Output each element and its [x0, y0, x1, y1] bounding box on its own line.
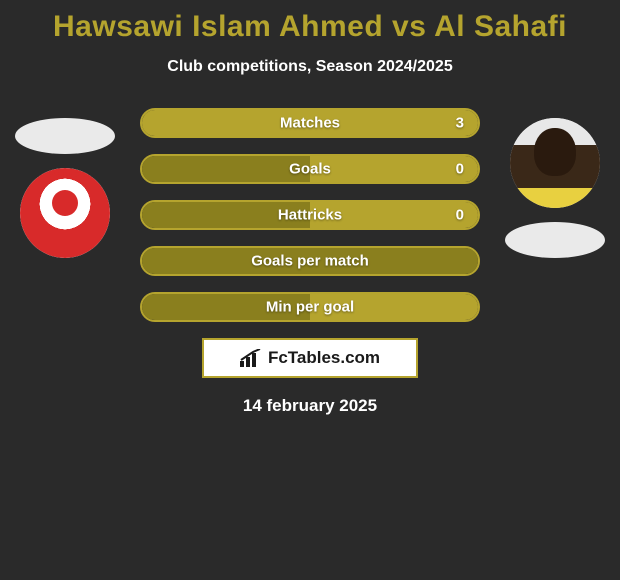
stat-row: Matches 3	[140, 108, 480, 138]
stat-row: Hattricks 0	[140, 200, 480, 230]
stat-fill-left	[142, 156, 310, 182]
stat-fill-right	[310, 156, 478, 182]
stat-value-right: 0	[456, 161, 464, 178]
stat-label: Min per goal	[266, 299, 354, 316]
stat-row: Goals per match	[140, 246, 480, 276]
footer-brand-badge[interactable]: FcTables.com	[202, 338, 418, 378]
stats-area: Matches 3 Goals 0 Hattricks 0 Goals per match M…	[0, 108, 620, 322]
footer-brand-text: FcTables.com	[268, 348, 380, 368]
stat-label: Goals per match	[251, 253, 369, 270]
stat-row: Min per goal	[140, 292, 480, 322]
stat-label: Hattricks	[278, 207, 342, 224]
comparison-card: Hawsawi Islam Ahmed vs Al Sahafi Club co…	[0, 0, 620, 580]
page-title: Hawsawi Islam Ahmed vs Al Sahafi	[0, 0, 620, 44]
page-subtitle: Club competitions, Season 2024/2025	[0, 58, 620, 76]
stat-row: Goals 0	[140, 154, 480, 184]
stat-value-right: 3	[456, 115, 464, 132]
stat-label: Matches	[280, 115, 340, 132]
stat-value-right: 0	[456, 207, 464, 224]
stat-label: Goals	[289, 161, 331, 178]
date-text: 14 february 2025	[0, 396, 620, 416]
fctables-logo-icon	[240, 349, 262, 367]
